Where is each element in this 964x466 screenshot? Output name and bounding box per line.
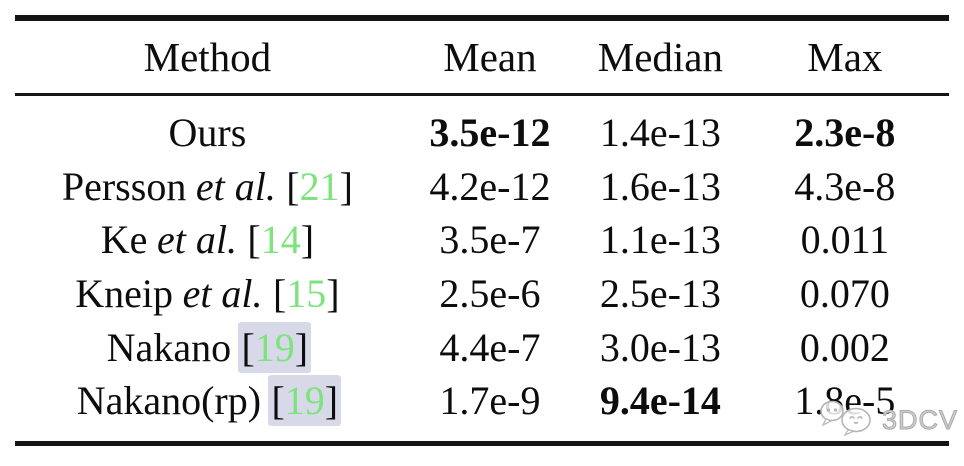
table-header-row: Method Mean Median Max — [15, 21, 949, 93]
citation-bracket: ] — [294, 324, 309, 370]
table-row-persson: Persson et al. [21] 4.2e-12 1.6e-13 4.3e-8 — [15, 160, 949, 214]
table-body: Ours 3.5e-12 1.4e-13 2.3e-8 Persson et al… — [0, 96, 964, 428]
table-top-rule — [15, 15, 949, 21]
mean-cell: 3.5e-12 — [429, 110, 551, 156]
citation-link-highlighted[interactable]: [19] — [271, 378, 339, 424]
method-name: Persson — [61, 163, 187, 209]
citation-bracket: [ — [247, 217, 261, 263]
citation-number: 19 — [254, 324, 295, 370]
citation-bracket: [ — [272, 271, 287, 317]
table-row-nakano-rp: Nakano(rp) [19] 1.7e-9 9.4e-14 1.8e-5 — [15, 374, 949, 428]
citation-link[interactable]: [14] — [247, 217, 314, 262]
citation-link[interactable]: [15] — [273, 271, 340, 316]
max-cell: 0.011 — [800, 217, 890, 263]
mean-cell: 4.2e-12 — [429, 163, 551, 209]
median-cell: 1.1e-13 — [599, 217, 721, 263]
citation-bracket: [ — [286, 163, 300, 209]
citation-bracket: ] — [339, 163, 353, 209]
citation-number: 14 — [260, 217, 301, 263]
paper-table-figure: Method Mean Median Max Ours 3.5e-12 1.4e… — [0, 0, 964, 446]
citation-bracket: ] — [324, 378, 339, 424]
mean-cell: 4.4e-7 — [439, 324, 541, 370]
column-header-method: Method — [143, 34, 272, 80]
column-header-mean: Mean — [443, 34, 537, 80]
max-cell: 0.002 — [799, 324, 890, 370]
citation-bracket: ] — [326, 271, 340, 317]
method-cell: Persson et al. [21] — [15, 163, 400, 210]
method-name: Nakano — [106, 324, 232, 370]
citation-number: 19 — [284, 378, 325, 424]
median-cell: 3.0e-13 — [599, 324, 721, 370]
table-row-kneip: Kneip et al. [15] 2.5e-6 2.5e-13 0.070 — [15, 267, 949, 321]
citation-bracket: [ — [241, 324, 255, 370]
method-name: Nakano(rp) — [76, 378, 262, 424]
method-name: Ours — [168, 110, 247, 156]
max-cell: 0.070 — [799, 271, 890, 317]
citation-bracket: [ — [271, 378, 285, 424]
column-header-max: Max — [807, 34, 883, 80]
method-cell: Ours — [15, 109, 400, 156]
citation-bracket: ] — [300, 217, 315, 263]
table-row-ke: Ke et al. [14] 3.5e-7 1.1e-13 0.011 — [15, 213, 949, 267]
table-header-rule — [15, 93, 949, 96]
mean-cell: 3.5e-7 — [439, 217, 541, 263]
mean-cell: 1.7e-9 — [439, 378, 541, 424]
method-cell: Ke et al. [14] — [15, 216, 400, 263]
method-etal: et al. — [182, 271, 263, 317]
mean-cell: 2.5e-6 — [439, 271, 541, 317]
table-bottom-rule — [15, 441, 949, 446]
method-cell: Kneip et al. [15] — [15, 270, 400, 317]
method-etal: et al. — [157, 217, 237, 263]
median-cell: 2.5e-13 — [599, 271, 721, 317]
max-cell: 4.3e-8 — [794, 163, 896, 209]
top-whitespace — [0, 0, 964, 15]
citation-link[interactable]: [21] — [286, 164, 353, 209]
method-cell: Nakano [19] — [15, 324, 400, 371]
method-cell: Nakano(rp) [19] — [15, 377, 400, 424]
method-name: Kneip — [75, 271, 173, 317]
table-row-ours: Ours 3.5e-12 1.4e-13 2.3e-8 — [15, 106, 949, 160]
method-name: Ke — [100, 217, 148, 263]
table-row-nakano: Nakano [19] 4.4e-7 3.0e-13 0.002 — [15, 320, 949, 374]
max-cell: 1.8e-5 — [794, 378, 896, 424]
citation-number: 21 — [299, 163, 340, 209]
citation-link-highlighted[interactable]: [19] — [241, 324, 309, 370]
citation-number: 15 — [286, 271, 327, 317]
column-header-median: Median — [597, 34, 723, 80]
median-cell: 1.6e-13 — [599, 163, 721, 209]
median-cell: 1.4e-13 — [599, 110, 721, 156]
method-etal: et al. — [195, 163, 276, 209]
median-cell: 9.4e-14 — [599, 378, 721, 424]
max-cell: 2.3e-8 — [794, 110, 896, 156]
